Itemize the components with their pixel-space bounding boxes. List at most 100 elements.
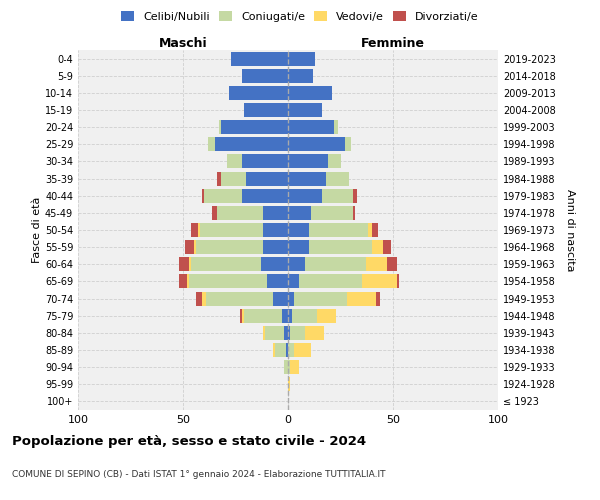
- Bar: [200, 223, 263, 237]
- Bar: [221, 172, 246, 185]
- Bar: [288, 172, 326, 185]
- Bar: [397, 274, 400, 288]
- Bar: [328, 154, 341, 168]
- Bar: [265, 326, 284, 340]
- Bar: [206, 292, 274, 306]
- Bar: [334, 120, 338, 134]
- Bar: [179, 258, 189, 272]
- Bar: [242, 188, 288, 202]
- Bar: [196, 292, 202, 306]
- Bar: [202, 188, 204, 202]
- Y-axis label: Anni di nascita: Anni di nascita: [565, 188, 575, 271]
- Bar: [387, 258, 397, 272]
- Bar: [267, 274, 288, 288]
- Text: Maschi: Maschi: [158, 37, 208, 50]
- Bar: [309, 223, 368, 237]
- Bar: [376, 292, 380, 306]
- Bar: [288, 188, 322, 202]
- Bar: [288, 308, 292, 322]
- Bar: [212, 206, 217, 220]
- Bar: [295, 292, 347, 306]
- Bar: [290, 360, 299, 374]
- Bar: [263, 326, 265, 340]
- Bar: [383, 240, 391, 254]
- Bar: [275, 343, 286, 357]
- Bar: [366, 258, 387, 272]
- Bar: [372, 223, 379, 237]
- Text: Popolazione per età, sesso e stato civile - 2024: Popolazione per età, sesso e stato civil…: [12, 435, 366, 448]
- Bar: [288, 223, 309, 237]
- Bar: [218, 120, 221, 134]
- Bar: [288, 326, 290, 340]
- Bar: [353, 188, 358, 202]
- Bar: [244, 308, 282, 322]
- Bar: [288, 68, 313, 82]
- Bar: [274, 292, 288, 306]
- Bar: [288, 154, 328, 168]
- Bar: [263, 223, 288, 237]
- Bar: [288, 138, 345, 151]
- Bar: [290, 326, 305, 340]
- Bar: [317, 308, 336, 322]
- Bar: [353, 206, 355, 220]
- Bar: [260, 258, 288, 272]
- Bar: [288, 86, 332, 100]
- Bar: [347, 292, 376, 306]
- Bar: [288, 292, 295, 306]
- Bar: [217, 172, 221, 185]
- Bar: [242, 68, 288, 82]
- Bar: [208, 138, 215, 151]
- Bar: [191, 258, 260, 272]
- Bar: [191, 223, 198, 237]
- Bar: [288, 206, 311, 220]
- Bar: [288, 240, 309, 254]
- Bar: [193, 240, 196, 254]
- Bar: [284, 360, 288, 374]
- Bar: [204, 188, 242, 202]
- Bar: [288, 120, 334, 134]
- Bar: [263, 240, 288, 254]
- Bar: [305, 326, 324, 340]
- Bar: [311, 206, 353, 220]
- Bar: [217, 206, 263, 220]
- Bar: [368, 223, 372, 237]
- Bar: [361, 274, 397, 288]
- Bar: [196, 240, 263, 254]
- Bar: [227, 154, 242, 168]
- Bar: [372, 240, 383, 254]
- Bar: [322, 188, 353, 202]
- Bar: [215, 138, 288, 151]
- Bar: [288, 378, 290, 392]
- Bar: [282, 308, 288, 322]
- Bar: [187, 274, 189, 288]
- Bar: [198, 223, 200, 237]
- Bar: [288, 274, 299, 288]
- Bar: [229, 86, 288, 100]
- Bar: [305, 258, 366, 272]
- Bar: [309, 240, 372, 254]
- Bar: [299, 274, 361, 288]
- Bar: [288, 103, 322, 117]
- Bar: [345, 138, 351, 151]
- Bar: [185, 240, 193, 254]
- Text: Femmine: Femmine: [361, 37, 425, 50]
- Bar: [232, 52, 288, 66]
- Bar: [288, 258, 305, 272]
- Bar: [284, 326, 288, 340]
- Bar: [246, 172, 288, 185]
- Text: COMUNE DI SEPINO (CB) - Dati ISTAT 1° gennaio 2024 - Elaborazione TUTTITALIA.IT: COMUNE DI SEPINO (CB) - Dati ISTAT 1° ge…: [12, 470, 386, 479]
- Bar: [295, 343, 311, 357]
- Bar: [326, 172, 349, 185]
- Bar: [179, 274, 187, 288]
- Bar: [286, 343, 288, 357]
- Bar: [221, 120, 288, 134]
- Bar: [273, 343, 275, 357]
- Bar: [240, 308, 242, 322]
- Bar: [263, 206, 288, 220]
- Bar: [242, 154, 288, 168]
- Bar: [202, 292, 206, 306]
- Bar: [288, 360, 290, 374]
- Bar: [292, 308, 317, 322]
- Bar: [190, 274, 267, 288]
- Bar: [190, 258, 191, 272]
